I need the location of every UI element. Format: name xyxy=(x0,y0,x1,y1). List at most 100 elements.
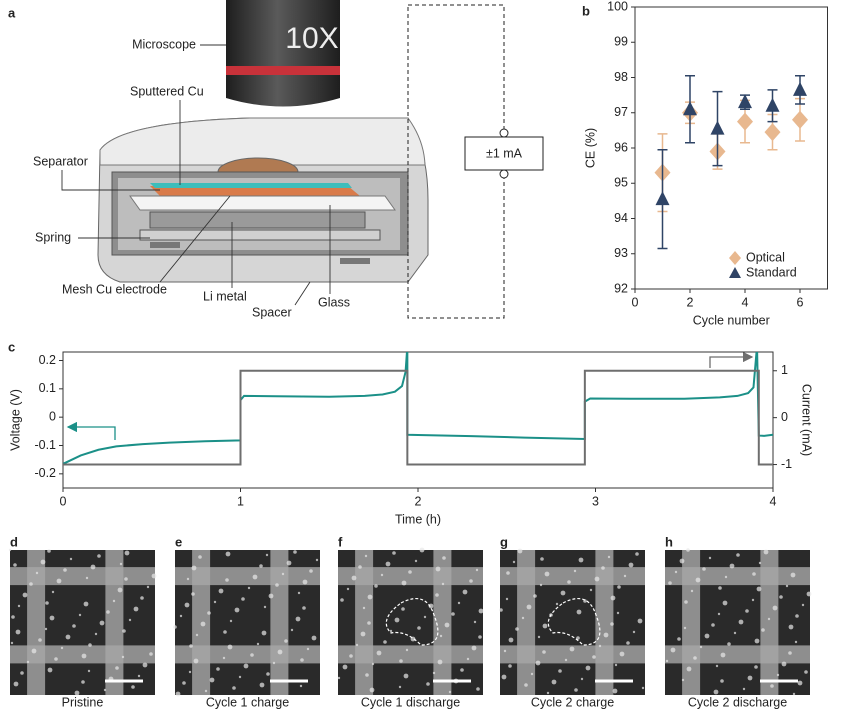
spring-part xyxy=(340,258,370,264)
speckle xyxy=(713,689,719,695)
speckle xyxy=(804,670,808,674)
speckle xyxy=(173,625,177,629)
speckle xyxy=(223,630,227,634)
speckle xyxy=(358,565,362,569)
speckle xyxy=(362,606,366,610)
legend-label: Optical xyxy=(746,250,785,264)
speckle xyxy=(684,600,688,604)
speckle xyxy=(367,594,373,600)
speckle xyxy=(795,614,799,618)
speckle xyxy=(715,664,719,668)
x-tick-label: 2 xyxy=(415,494,422,508)
x-tick-label: 0 xyxy=(632,295,639,309)
speckle xyxy=(542,650,546,654)
mesh-bar xyxy=(175,645,320,664)
speckle xyxy=(49,615,55,621)
y-tick-label: 0.1 xyxy=(39,381,56,395)
speckle xyxy=(306,647,310,651)
speckle xyxy=(74,690,80,696)
speckle xyxy=(576,636,580,640)
speckle xyxy=(792,692,796,696)
speckle xyxy=(564,658,568,662)
speckle xyxy=(444,622,450,628)
speckle xyxy=(558,669,562,673)
speckle xyxy=(535,660,541,666)
speckle xyxy=(259,564,263,568)
speckle xyxy=(718,586,722,590)
microscope-band xyxy=(226,66,340,75)
speckle xyxy=(437,659,443,665)
speckle xyxy=(275,583,279,587)
x-tick-label: 1 xyxy=(237,494,244,508)
speckle xyxy=(794,640,798,644)
speckle xyxy=(641,686,645,690)
speckle xyxy=(22,592,28,598)
speckle xyxy=(457,601,461,605)
speckle xyxy=(299,684,303,688)
speckle xyxy=(72,624,76,628)
label: Mesh Cu electrode xyxy=(62,282,167,296)
speckle xyxy=(65,634,71,640)
speckle xyxy=(747,675,753,681)
terminal xyxy=(499,128,509,138)
speckle xyxy=(94,632,98,636)
speckle xyxy=(555,602,559,606)
mesh-bar xyxy=(500,567,645,586)
point xyxy=(764,123,781,142)
y2-tick-label: 1 xyxy=(781,363,788,377)
speckle xyxy=(711,623,715,627)
label: Sputtered Cu xyxy=(130,84,204,98)
speckle xyxy=(788,651,792,655)
plot-area xyxy=(63,352,773,466)
series-line xyxy=(63,369,773,466)
speckle xyxy=(506,571,510,575)
speckle xyxy=(610,595,616,601)
speckle xyxy=(364,554,368,558)
speckle xyxy=(585,665,591,671)
speckle xyxy=(13,563,17,567)
speckle xyxy=(720,679,724,683)
speckle xyxy=(683,626,687,630)
speckle xyxy=(47,667,53,673)
speckle xyxy=(451,612,455,616)
speckle xyxy=(772,605,778,611)
y-tick-label: 94 xyxy=(614,211,628,225)
source-box xyxy=(464,136,544,171)
speckle xyxy=(142,662,148,668)
speckle xyxy=(508,664,512,668)
speckle xyxy=(607,555,611,559)
mesh-bar xyxy=(595,550,614,695)
speckle xyxy=(515,627,519,631)
speckle xyxy=(389,629,393,633)
legend-swatch xyxy=(729,267,741,278)
speckle xyxy=(385,561,391,567)
speckle xyxy=(186,577,190,581)
x-axis-label: Time (h) xyxy=(395,512,441,526)
speckle xyxy=(770,684,774,688)
speckle xyxy=(601,566,605,570)
speckle xyxy=(284,639,288,643)
speckle xyxy=(60,646,64,650)
speckle xyxy=(140,596,144,600)
point xyxy=(655,191,670,206)
speckle xyxy=(665,659,669,663)
speckle xyxy=(695,577,701,583)
speckle xyxy=(756,586,762,592)
speckle xyxy=(272,661,276,665)
speckle xyxy=(478,635,482,639)
axis-arrow xyxy=(709,351,754,368)
y-tick-label: 96 xyxy=(614,140,628,154)
speckle xyxy=(200,621,206,627)
point xyxy=(683,101,697,116)
speckle xyxy=(286,560,292,566)
speckle xyxy=(204,689,208,693)
speckle xyxy=(302,606,306,610)
speckle xyxy=(592,655,596,659)
speckle xyxy=(580,677,584,681)
speckle xyxy=(124,577,128,581)
speckle xyxy=(405,648,409,652)
cu-layer xyxy=(150,186,360,196)
speckle xyxy=(476,687,480,691)
speckle xyxy=(188,670,192,674)
mesh-bar xyxy=(338,567,483,586)
